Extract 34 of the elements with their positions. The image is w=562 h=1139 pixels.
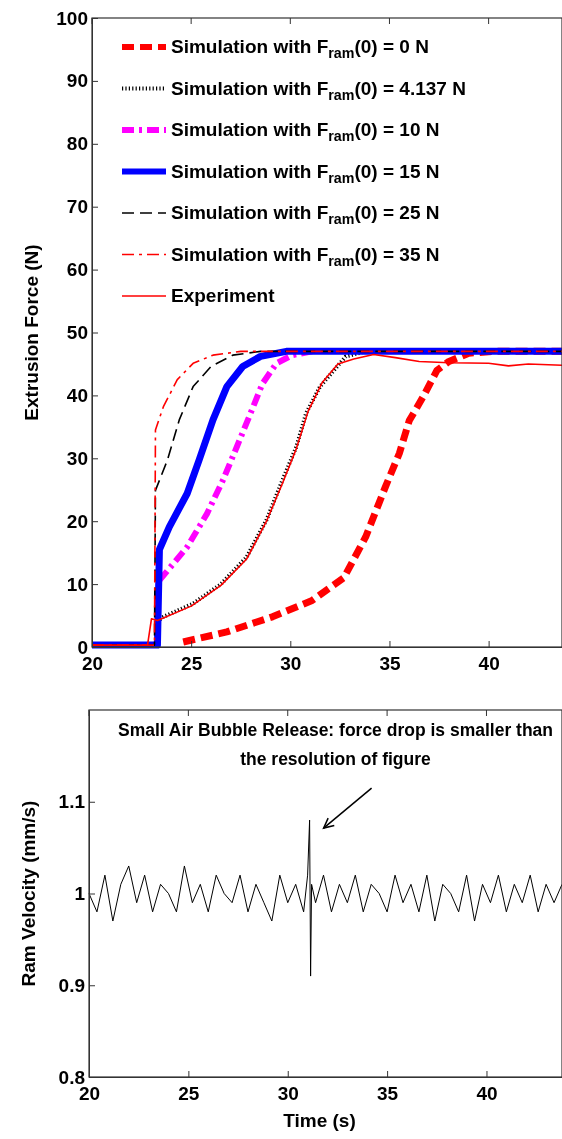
y-tick-label: 50 [66,322,88,344]
y-tick-label: 20 [66,510,88,532]
x-tick-label: 30 [280,653,302,675]
y-axis-title: Ram Velocity (mm/s) [18,800,39,987]
legend-label: Simulation with F$_{ram}$(0) = 0 N [171,36,429,61]
y-tick-label: 100 [56,7,88,29]
y-tick-label: 10 [66,573,88,595]
legend-label: Simulation with F$_{ram}$(0) = 10 N [171,119,440,144]
y-tick-label: 70 [66,196,88,218]
y-tick-label: 0 [77,636,88,658]
x-axis-title: Time (s) [283,1110,356,1131]
y-tick-label: 60 [66,259,88,281]
annotation: Small Air Bubble Release: force drop is smaller than the resolution of figure [117,720,554,769]
x-tick-label: 40 [478,653,500,675]
y-axis-title: Extrusion Force (N) [21,244,42,421]
y-tick-label: 80 [66,133,88,155]
legend-label: Simulation with F$_{ram}$(0) = 25 N [171,202,440,227]
y-tick-label: 0.8 [58,1066,85,1088]
y-tick-label: 1 [74,883,86,905]
x-tick-label: 25 [178,1083,200,1105]
y-tick-label: 0.9 [58,974,85,996]
legend-label: Simulation with F$_{ram}$(0) = 15 N [171,160,440,186]
x-tick-label: 35 [379,653,401,675]
y-tick-label: 90 [66,70,88,92]
y-tick-label: 40 [66,384,88,406]
x-tick-label: 25 [181,653,203,675]
y-tick-label: 30 [66,447,88,469]
legend-label: Simulation with F$_{ram}$(0) = 4.137 N [171,77,466,103]
legend-label: Experiment [171,285,276,306]
legend-label: Simulation with F$_{ram}$(0) = 35 N [171,243,440,269]
x-tick-label: 35 [377,1083,399,1105]
x-tick-label: 30 [277,1083,299,1105]
x-tick-label: 40 [476,1083,498,1105]
y-tick-label: 1.1 [58,791,86,813]
